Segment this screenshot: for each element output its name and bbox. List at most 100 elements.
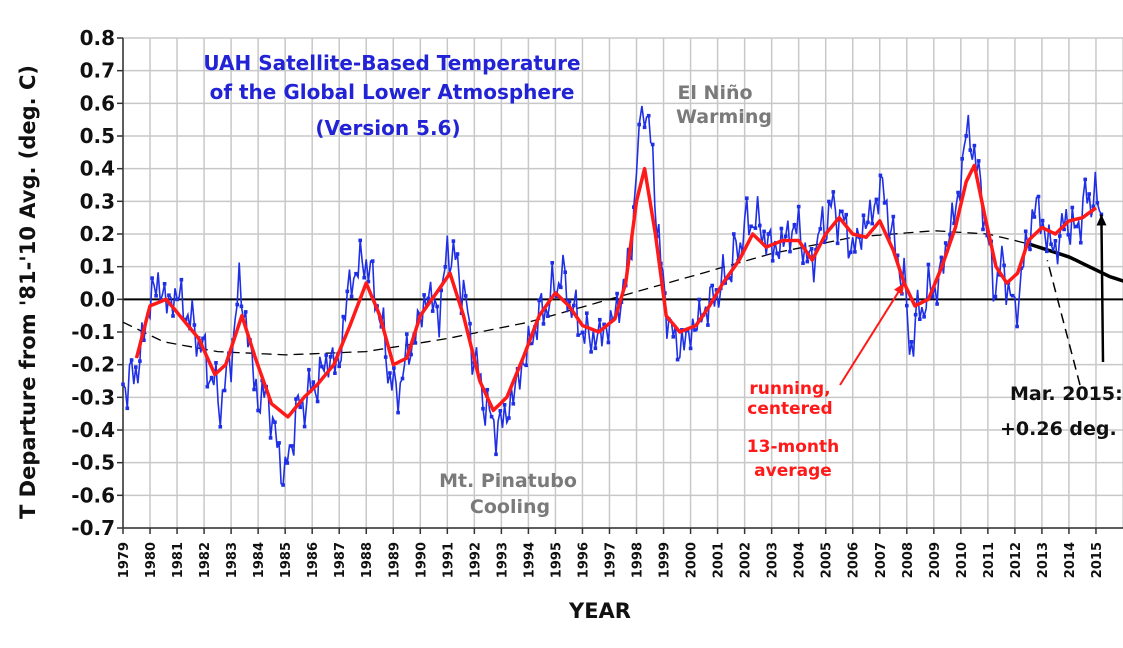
y-tick-label: -0.2 xyxy=(71,353,115,377)
x-tick-label: 2008 xyxy=(901,542,916,578)
monthly-point xyxy=(593,346,598,351)
monthly-point xyxy=(1028,247,1032,252)
monthly-point xyxy=(443,265,448,269)
monthly-point xyxy=(167,293,171,297)
monthly-point xyxy=(171,314,175,318)
x-tick-label: 2013 xyxy=(1036,542,1051,578)
y-tick-label: 0.3 xyxy=(80,189,115,213)
y-tick-label: -0.4 xyxy=(71,418,115,442)
monthly-point xyxy=(1091,204,1096,209)
x-tick-label: 2002 xyxy=(739,542,754,578)
monthly-point xyxy=(585,311,589,315)
monthly-point xyxy=(150,276,154,280)
monthly-point xyxy=(243,310,248,314)
monthly-point xyxy=(1083,177,1087,182)
y-tick-label: -0.5 xyxy=(71,451,115,475)
monthly-point xyxy=(1045,249,1049,254)
monthly-point xyxy=(209,375,214,380)
chart-title-line1: UAH Satellite-Based Temperature xyxy=(203,51,580,75)
monthly-point xyxy=(818,227,823,231)
latest-dashed-pointer xyxy=(1046,259,1081,386)
x-tick-label: 1989 xyxy=(387,542,402,578)
monthly-point xyxy=(413,341,418,345)
monthly-point xyxy=(688,346,693,351)
monthly-point xyxy=(366,279,371,284)
monthly-point xyxy=(463,294,468,298)
monthly-point xyxy=(1036,194,1041,199)
y-tick-label: -0.6 xyxy=(71,483,115,507)
monthly-point xyxy=(1066,232,1071,237)
monthly-point xyxy=(758,223,762,228)
monthly-point xyxy=(968,148,973,152)
x-tick-label: 2003 xyxy=(766,542,781,578)
monthly-point xyxy=(192,323,197,327)
monthly-point xyxy=(891,214,896,219)
monthly-point xyxy=(179,277,184,282)
monthly-point xyxy=(615,291,619,296)
monthly-point xyxy=(468,321,472,326)
el-nino-warming-label: Warming xyxy=(676,106,772,128)
monthly-point xyxy=(870,221,874,226)
monthly-point xyxy=(439,288,443,293)
y-tick-label: 0.4 xyxy=(80,157,115,181)
monthly-point xyxy=(537,298,541,303)
monthly-point xyxy=(277,441,281,445)
x-tick-label: 2014 xyxy=(1063,542,1078,578)
y-axis-title: T Departure from '81-'10 Avg. (deg. C) xyxy=(16,65,40,519)
monthly-point xyxy=(939,255,944,260)
monthly-point xyxy=(430,309,435,313)
monthly-point xyxy=(345,289,350,294)
x-tick-label: 2010 xyxy=(955,542,970,578)
monthly-point xyxy=(602,322,606,327)
monthly-point xyxy=(775,251,779,256)
monthly-point xyxy=(294,397,298,401)
monthly-point xyxy=(1040,218,1045,223)
monthly-point xyxy=(762,229,766,234)
monthly-point xyxy=(905,303,909,308)
chart-title-line2: of the Global Lower Atmosphere xyxy=(210,80,575,104)
monthly-point xyxy=(874,197,879,202)
monthly-point xyxy=(328,355,333,359)
monthly-line xyxy=(122,105,1103,487)
latest-pointer-arrow-head xyxy=(1096,214,1107,226)
monthly-point xyxy=(142,338,146,342)
monthly-point xyxy=(426,296,431,301)
monthly-point xyxy=(1015,324,1019,329)
latest-date-label: Mar. 2015: xyxy=(1010,383,1123,405)
running-pointer-arrow xyxy=(839,282,905,386)
monthly-point xyxy=(913,312,918,317)
monthly-point xyxy=(909,340,914,344)
y-tick-label: 0.1 xyxy=(80,255,115,279)
monthly-point xyxy=(788,249,792,254)
monthly-point xyxy=(753,226,758,230)
monthly-point xyxy=(528,341,533,346)
running-average-line xyxy=(134,163,1098,419)
monthly-point xyxy=(154,294,158,298)
monthly-point xyxy=(1032,215,1037,219)
running-pointer-arrow-head xyxy=(893,283,905,295)
monthly-point xyxy=(853,250,857,254)
running-label-3: 13-month xyxy=(747,437,839,457)
x-tick-label: 2009 xyxy=(928,542,943,578)
x-tick-label: 1990 xyxy=(414,542,429,578)
monthly-point xyxy=(205,384,210,389)
monthly-point xyxy=(844,212,848,217)
x-tick-label: 1979 xyxy=(117,542,132,578)
monthly-point xyxy=(162,282,167,286)
x-tick-label: 1983 xyxy=(225,542,240,578)
x-tick-label: 2001 xyxy=(712,542,727,578)
monthly-point xyxy=(383,355,388,359)
x-tick-label: 2005 xyxy=(820,542,835,578)
monthly-point xyxy=(567,299,572,303)
y-tick-label: -0.1 xyxy=(71,320,115,344)
monthly-point xyxy=(749,224,753,229)
monthly-point xyxy=(1023,229,1028,234)
monthly-point xyxy=(960,157,964,161)
monthly-point xyxy=(632,205,636,209)
monthly-point xyxy=(455,252,460,256)
monthly-point xyxy=(349,294,354,299)
monthly-point xyxy=(952,221,956,226)
monthly-point xyxy=(481,406,485,411)
monthly-point xyxy=(524,363,528,368)
monthly-point xyxy=(341,314,346,319)
